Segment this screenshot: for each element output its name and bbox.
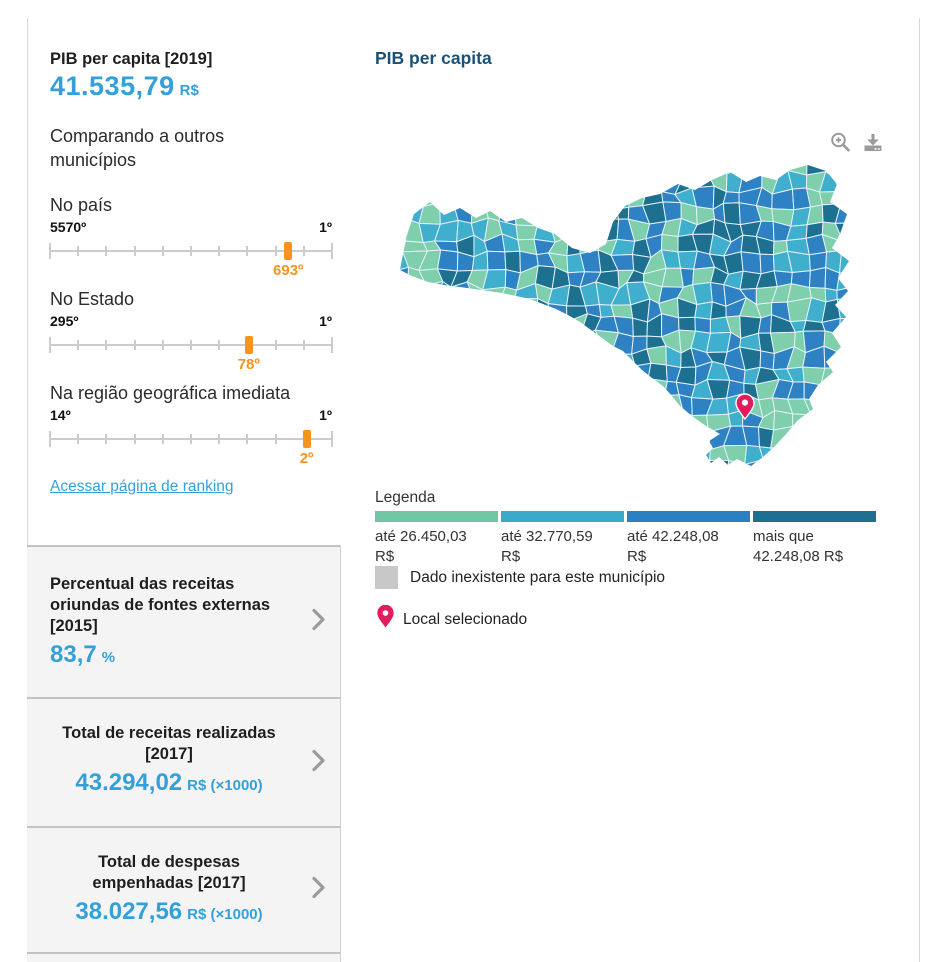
card-receitas-realizadas[interactable]: Total de receitas realizadas [2017] 43.2… <box>27 697 341 826</box>
card-value-number: 43.294,02 <box>75 769 183 796</box>
legend-swatch-3 <box>627 511 750 522</box>
legend-swatch-1 <box>375 511 498 522</box>
chevron-right-icon[interactable] <box>311 747 326 778</box>
ranking-worst: 14º <box>50 407 71 423</box>
indicator-value-number: 41.535,79 <box>50 71 175 101</box>
choropleth-map[interactable] <box>375 158 875 478</box>
ranking-position: 78º <box>237 356 260 373</box>
card-value-unit: % <box>101 649 116 666</box>
slider-marker <box>302 430 311 448</box>
no-data-swatch <box>375 566 398 589</box>
ranking-slider: 2º <box>49 429 333 467</box>
no-data-label: Dado inexistente para este município <box>410 568 666 586</box>
legend-labels: até 26.450,03 R$ até 32.770,59 R$ até 42… <box>375 527 879 567</box>
comparing-heading: Comparando a outros municípios <box>50 126 225 170</box>
zoom-in-icon[interactable] <box>829 130 852 160</box>
ranking-best: 1º <box>319 313 332 329</box>
ranking-page-link[interactable]: Acessar página de ranking <box>50 478 234 495</box>
legend-label-1: até 26.450,03 R$ <box>375 528 467 565</box>
map-pin <box>735 393 755 421</box>
map-toolbar <box>829 130 885 160</box>
chevron-right-icon[interactable] <box>311 875 326 906</box>
legend-color-scale <box>375 511 876 522</box>
pin-icon <box>377 604 394 634</box>
ranking-position: 2º <box>299 450 314 467</box>
ranking-worst: 5570º <box>50 219 87 235</box>
download-icon[interactable] <box>861 130 885 160</box>
card-title: Total de despesas empenhadas [2017] <box>92 853 246 892</box>
slider-marker <box>284 242 293 260</box>
legend-swatch-4 <box>753 511 876 522</box>
ranking-region: Na região geográfica imediata 14º 1º 2º <box>49 383 333 467</box>
chevron-right-icon[interactable] <box>311 607 326 638</box>
ranking-position: 693º <box>273 262 304 279</box>
ranking-slider: 693º <box>49 241 333 279</box>
ranking-best: 1º <box>319 219 332 235</box>
card-value-unit: R$ (×1000) <box>187 906 263 923</box>
legend-no-data: Dado inexistente para este município <box>375 566 665 589</box>
ranking-best: 1º <box>319 407 332 423</box>
legend-label-2: até 32.770,59 R$ <box>501 528 593 565</box>
ranking-worst: 295º <box>50 313 79 329</box>
card-next-partial[interactable] <box>27 952 341 962</box>
card-title: Total de receitas realizadas [2017] <box>62 724 276 763</box>
legend-heading: Legenda <box>375 489 436 506</box>
legend-swatch-2 <box>501 511 624 522</box>
chart-title: PIB per capita <box>375 48 492 68</box>
legend-label-4: mais que 42.248,08 R$ <box>753 528 844 565</box>
card-despesas-empenhadas[interactable]: Total de despesas empenhadas [2017] 38.0… <box>27 826 341 952</box>
indicator-value: 41.535,79 R$ <box>50 71 199 102</box>
ranking-state: No Estado 295º 1º 78º <box>49 289 333 373</box>
legend-selected-place: Local selecionado <box>377 604 528 634</box>
ranking-label: No país <box>50 195 113 215</box>
card-value-number: 83,7 <box>50 641 97 668</box>
indicator-value-unit: R$ <box>179 82 199 99</box>
indicator-title: PIB per capita [2019] <box>50 50 213 68</box>
card-value-number: 38.027,56 <box>75 898 183 925</box>
ranking-country: No país 5570º 1º 693º <box>49 195 333 279</box>
selected-place-label: Local selecionado <box>403 610 528 628</box>
ranking-label: No Estado <box>50 289 135 309</box>
municipality-cells[interactable] <box>375 158 875 478</box>
slider-marker <box>244 336 253 354</box>
card-receitas-externas[interactable]: Percentual das receitas oriundas de font… <box>27 545 341 697</box>
card-value-unit: R$ (×1000) <box>187 777 263 794</box>
legend-label-3: até 42.248,08 R$ <box>627 528 719 565</box>
ranking-label: Na região geográfica imediata <box>50 383 291 403</box>
ranking-slider: 78º <box>49 335 333 373</box>
card-title: Percentual das receitas oriundas de font… <box>50 575 271 635</box>
